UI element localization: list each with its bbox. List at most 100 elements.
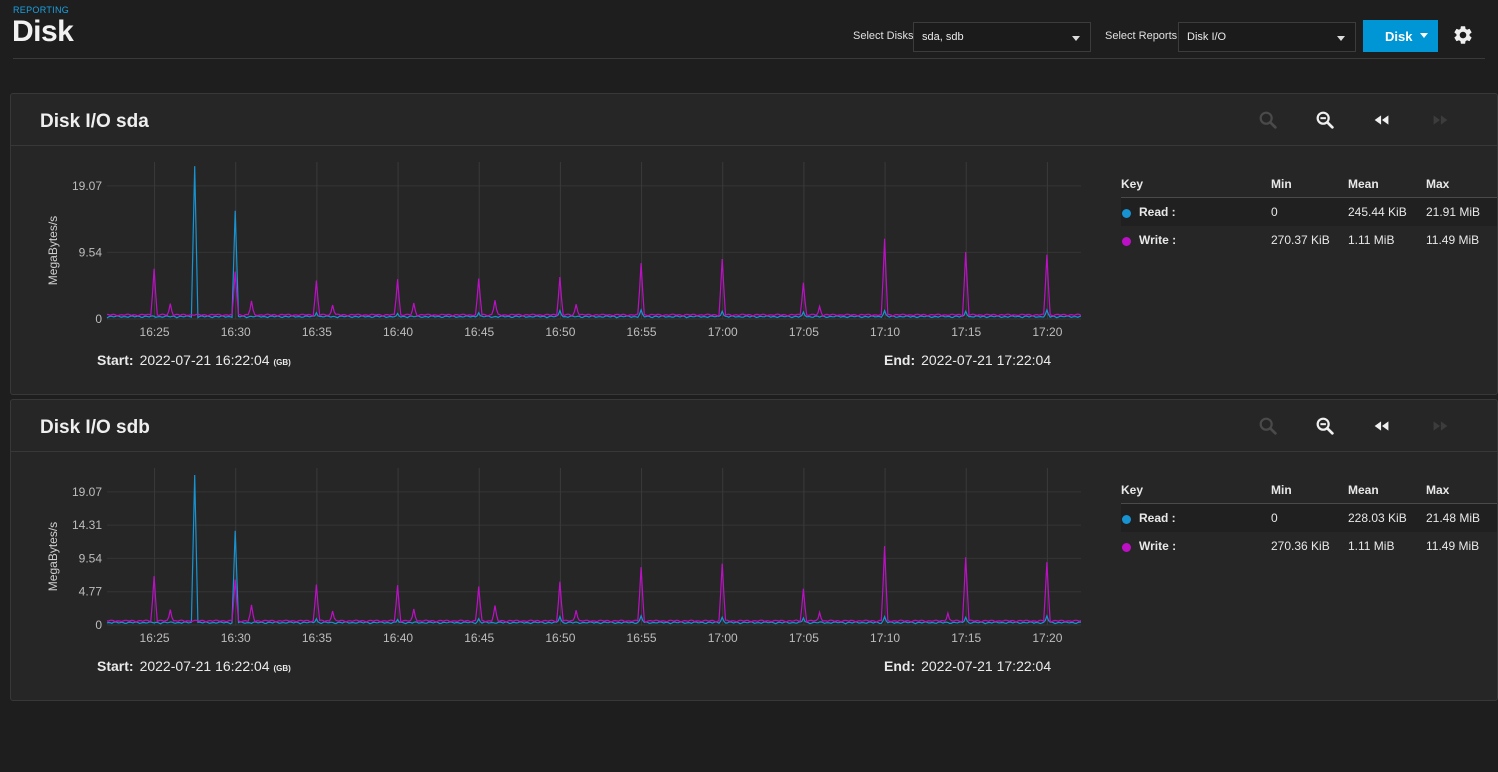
y-tick-label: 0 — [95, 618, 102, 632]
zoom-in-icon[interactable] — [1257, 109, 1279, 131]
x-tick-label: 16:35 — [302, 631, 332, 645]
x-tick-label: 16:30 — [221, 631, 251, 645]
disk-menu-button[interactable]: Disk — [1363, 20, 1438, 52]
chevron-down-icon — [1420, 33, 1428, 38]
y-tick-label: 4.77 — [79, 585, 103, 599]
x-tick-label: 17:20 — [1032, 325, 1062, 339]
start-value: 2022-07-21 16:22:04 — [139, 658, 270, 674]
legend-header-row: Key Min Mean Max — [1121, 176, 1497, 198]
legend-header-max: Max — [1426, 483, 1450, 497]
start-label: Start: — [97, 352, 134, 368]
read-series-line — [106, 166, 1081, 319]
card-title: Disk I/O sdb — [40, 417, 150, 438]
legend-read-mean: 228.03 KiB — [1348, 511, 1407, 525]
legend-header-mean: Mean — [1348, 177, 1379, 191]
read-color-dot — [1122, 515, 1131, 524]
x-tick-label: 16:50 — [545, 631, 575, 645]
end-value: 2022-07-21 17:22:04 — [921, 658, 1052, 674]
legend-row-read: Read : 0 245.44 KiB 21.91 MiB — [1121, 198, 1497, 226]
x-tick-label: 16:25 — [140, 631, 170, 645]
card-divider — [11, 145, 1497, 146]
x-tick-label: 16:40 — [383, 325, 413, 339]
page-title: Disk — [12, 15, 74, 48]
x-tick-label: 17:00 — [708, 325, 738, 339]
y-tick-label: 9.54 — [79, 245, 103, 259]
legend-header-mean: Mean — [1348, 483, 1379, 497]
x-tick-label: 17:10 — [870, 631, 900, 645]
zoom-in-icon[interactable] — [1257, 415, 1279, 437]
legend-read-key: Read : — [1139, 511, 1176, 525]
legend-header-min: Min — [1271, 177, 1292, 191]
legend-read-mean: 245.44 KiB — [1348, 205, 1407, 219]
y-tick-label: 19.07 — [72, 179, 102, 193]
legend-table: Key Min Mean Max Read : 0 245.44 KiB 21.… — [1121, 176, 1497, 254]
legend-read-max: 21.91 MiB — [1426, 205, 1481, 219]
legend-header-key: Key — [1121, 177, 1144, 191]
x-tick-label: 17:10 — [870, 325, 900, 339]
x-tick-label: 17:05 — [789, 631, 819, 645]
legend-row-write: Write : 270.37 KiB 1.11 MiB 11.49 MiB — [1121, 226, 1497, 254]
disk-io-chart[interactable]: 0 4.77 9.54 14.31 19.07 16:25 16:30 16:35 16:40 1… — [31, 460, 1081, 690]
disk-io-chart[interactable]: 0 9.54 19.07 16:25 16:30 16:35 16:40 16:45 16:50… — [31, 154, 1081, 384]
x-tick-label: 17:20 — [1032, 631, 1062, 645]
read-series-line — [106, 474, 1081, 625]
write-color-dot — [1122, 237, 1131, 246]
legend-read-min: 0 — [1271, 205, 1278, 219]
gear-icon[interactable] — [1452, 24, 1474, 46]
rewind-icon[interactable] — [1371, 415, 1393, 437]
write-series-line — [106, 238, 1081, 318]
legend-header-min: Min — [1271, 483, 1292, 497]
x-tick-label: 16:55 — [627, 631, 657, 645]
header-divider — [13, 58, 1485, 59]
legend-header-max: Max — [1426, 177, 1450, 191]
legend-row-read: Read : 0 228.03 KiB 21.48 MiB — [1121, 504, 1497, 532]
legend-write-max: 11.49 MiB — [1426, 233, 1480, 247]
select-disks-dropdown[interactable]: sda, sdb — [913, 22, 1091, 52]
y-tick-label: 0 — [95, 312, 102, 326]
write-series-line — [107, 546, 1081, 623]
x-tick-label: 17:15 — [951, 631, 981, 645]
x-tick-label: 16:55 — [627, 325, 657, 339]
rewind-icon[interactable] — [1371, 109, 1393, 131]
end-label: End: — [884, 658, 916, 674]
zoom-out-icon[interactable] — [1314, 415, 1336, 437]
x-tick-label: 16:50 — [545, 325, 575, 339]
x-tick-label: 16:35 — [302, 325, 332, 339]
breadcrumb[interactable]: REPORTING — [13, 5, 70, 15]
legend-header-key: Key — [1121, 483, 1144, 497]
select-reports-dropdown[interactable]: Disk I/O — [1178, 22, 1356, 52]
select-disks-label: Select Disks — [853, 30, 914, 42]
legend-write-key: Write : — [1139, 539, 1177, 553]
x-tick-label: 17:00 — [708, 631, 738, 645]
y-tick-label: 14.31 — [72, 518, 102, 532]
start-label: Start: — [97, 658, 134, 674]
start-value: 2022-07-21 16:22:04 — [139, 352, 270, 368]
write-color-dot — [1122, 543, 1131, 552]
legend-write-min: 270.37 KiB — [1271, 233, 1330, 247]
fast-forward-icon[interactable] — [1429, 109, 1451, 131]
end-range: End: 2022-07-21 17:22:04 — [884, 658, 1051, 674]
legend-write-max: 11.49 MiB — [1426, 539, 1480, 553]
zoom-out-icon[interactable] — [1314, 109, 1336, 131]
select-reports-label: Select Reports — [1105, 30, 1178, 42]
report-card-sdb: Disk I/O sdb 0 4.77 9.54 14.31 19.07 16:25 16:… — [10, 399, 1498, 701]
legend-write-min: 270.36 KiB — [1271, 539, 1330, 553]
legend-row-write: Write : 270.36 KiB 1.11 MiB 11.49 MiB — [1121, 532, 1497, 560]
start-timezone: (GB) — [273, 358, 291, 367]
y-axis-label: MegaBytes/s — [46, 522, 60, 591]
select-reports-value: Disk I/O — [1187, 31, 1227, 43]
y-axis-label: MegaBytes/s — [46, 216, 60, 285]
read-color-dot — [1122, 209, 1131, 218]
start-timezone: (GB) — [273, 664, 291, 673]
legend-table: Key Min Mean Max Read : 0 228.03 KiB 21.… — [1121, 482, 1497, 560]
select-disks-value: sda, sdb — [922, 31, 964, 43]
x-tick-label: 17:15 — [951, 325, 981, 339]
start-range: Start: 2022-07-21 16:22:04 (GB) — [97, 352, 291, 368]
chevron-down-icon — [1337, 36, 1345, 41]
legend-read-min: 0 — [1271, 511, 1278, 525]
card-divider — [11, 451, 1497, 452]
fast-forward-icon[interactable] — [1429, 415, 1451, 437]
report-card-sda: Disk I/O sda 0 9.54 19.07 16:25 16:30 16:35 16… — [10, 93, 1498, 395]
y-tick-label: 19.07 — [72, 485, 102, 499]
page-header: REPORTING Disk Select Disks sda, sdb Sel… — [0, 0, 1498, 60]
